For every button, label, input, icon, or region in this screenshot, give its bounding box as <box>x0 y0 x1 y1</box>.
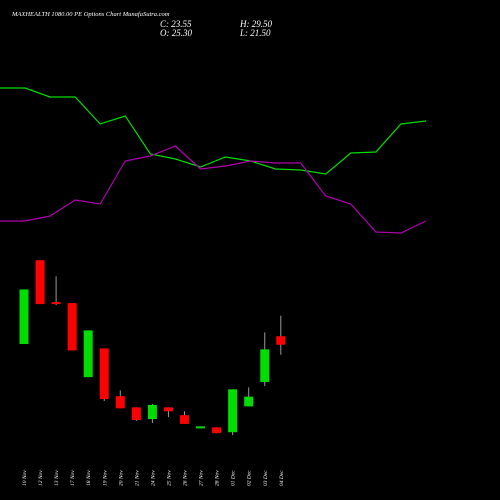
x-tick-label: 02 Dec <box>247 470 253 486</box>
candle-body <box>19 289 29 345</box>
candle-body <box>67 303 77 351</box>
candle-body <box>180 415 189 424</box>
x-tick-label: 20 Nov <box>118 470 124 486</box>
x-tick-label: 17 Nov <box>70 470 76 486</box>
x-tick-label: 27 Nov <box>199 470 205 486</box>
ohlc-high: H: 29.50 <box>239 19 272 29</box>
candle-body <box>276 336 286 345</box>
x-tick-label: 24 Nov <box>149 470 156 486</box>
candle-body <box>163 407 173 412</box>
candle-body <box>83 330 93 378</box>
ohlc-low: L: 21.50 <box>239 28 271 38</box>
x-tick-label: 13 Nov <box>54 470 60 486</box>
candle-body <box>260 349 270 383</box>
x-tick-label: 25 Nov <box>166 470 172 486</box>
x-tick-label: 12 Nov <box>38 470 44 486</box>
ohlc-open: O: 25.30 <box>160 28 192 38</box>
x-tick-label: 18 Nov <box>86 470 92 486</box>
chart-title: MAXHEALTH 1080.00 PE Options Chart Munaf… <box>11 11 170 18</box>
x-tick-label: 19 Nov <box>102 470 108 486</box>
candle-body <box>115 396 125 409</box>
candle-body <box>212 427 222 434</box>
candle-body <box>228 389 238 433</box>
x-tick-label: 10 Nov <box>22 470 28 486</box>
candle-body <box>196 426 206 429</box>
candle-body <box>51 302 61 305</box>
candle-body <box>99 348 109 400</box>
x-tick-label: 04 Dec <box>278 470 285 486</box>
x-tick-label: 28 Nov <box>215 470 221 486</box>
ohlc-close: C: 23.55 <box>160 19 192 29</box>
candle-body <box>131 407 141 421</box>
x-tick-label: 03 Dec <box>263 470 269 486</box>
indicator-line <box>0 87 427 175</box>
candle-body <box>35 260 45 305</box>
indicator-line <box>0 145 427 234</box>
x-tick-label: 01 Dec <box>231 470 237 486</box>
x-tick-label: 21 Nov <box>134 470 140 486</box>
x-tick-label: 26 Nov <box>183 470 189 486</box>
candle-body <box>147 404 157 420</box>
candle-body <box>244 396 254 407</box>
